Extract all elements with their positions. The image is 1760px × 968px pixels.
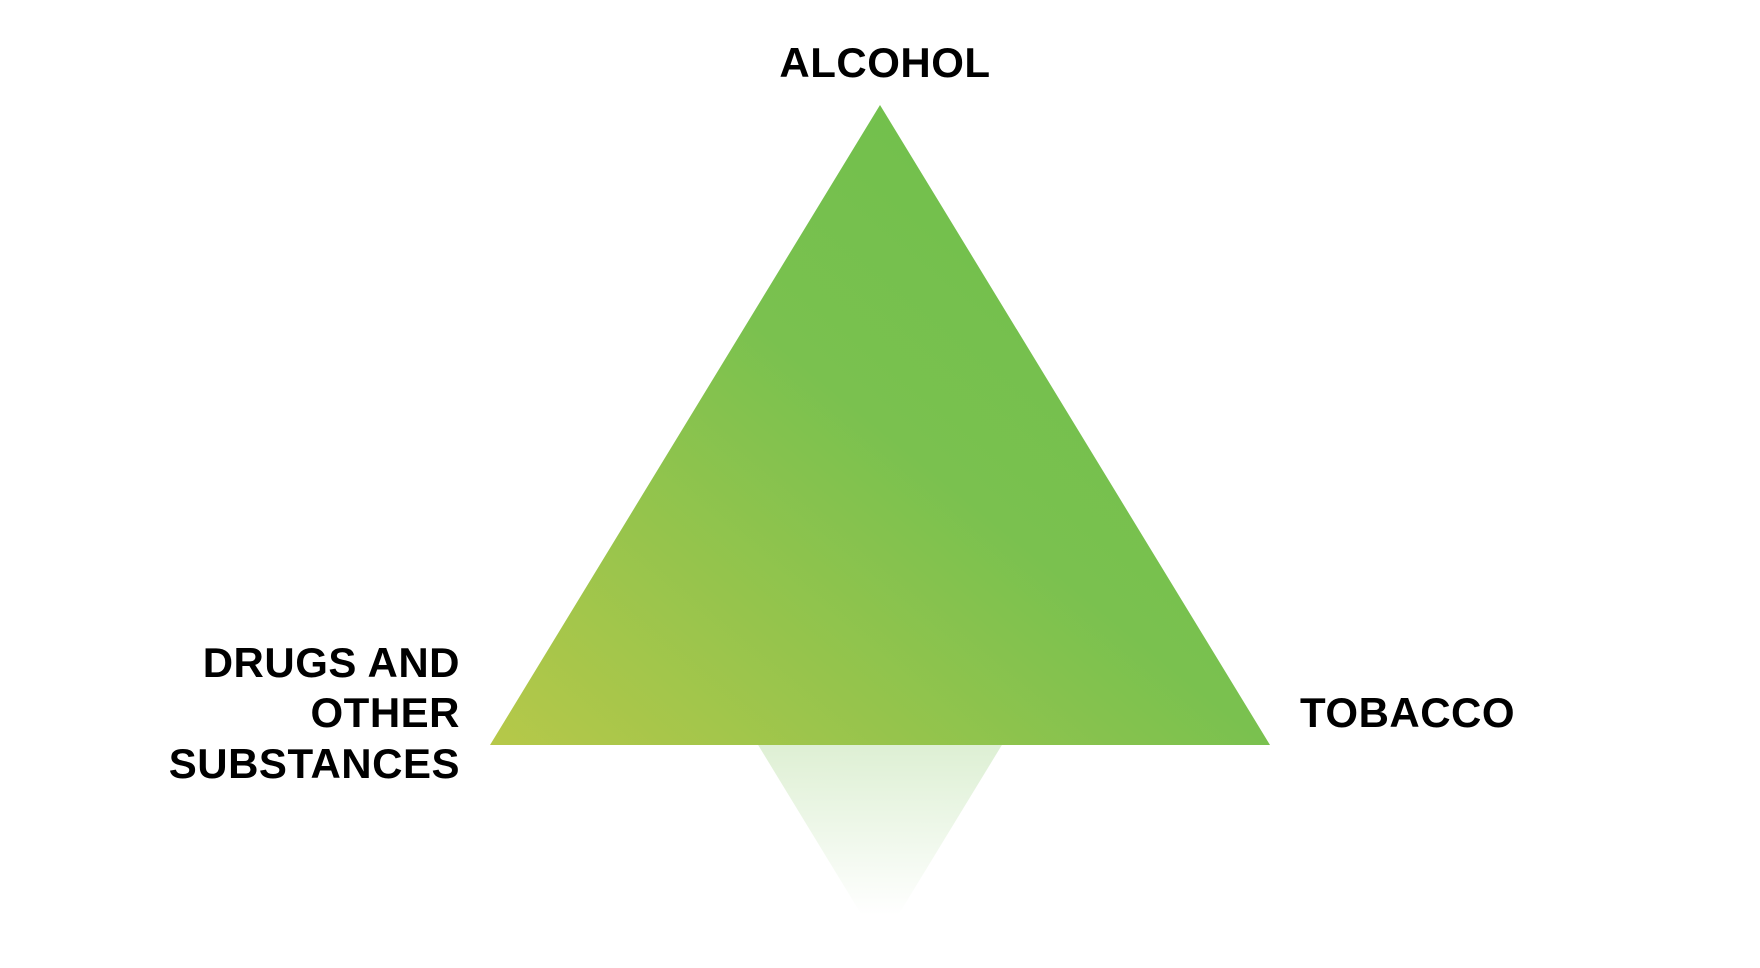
triangle-reflection <box>490 745 1270 945</box>
label-left-drugs: DRUGS AND OTHER SUBSTANCES <box>80 638 460 789</box>
triangle-shape <box>490 105 1270 745</box>
reflection-svg <box>490 745 1270 945</box>
label-top-alcohol: ALCOHOL <box>685 40 1085 86</box>
label-right-tobacco: TOBACCO <box>1300 690 1680 736</box>
substance-triangle-diagram: ALCOHOL DRUGS AND OTHER SUBSTANCES TOBAC… <box>0 0 1760 968</box>
triangle-svg <box>490 105 1270 745</box>
